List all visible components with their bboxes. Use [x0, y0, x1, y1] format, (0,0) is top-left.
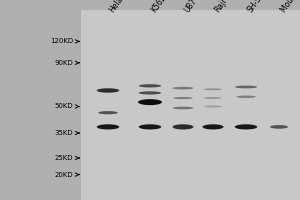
Ellipse shape	[98, 111, 118, 114]
Ellipse shape	[204, 105, 222, 107]
Text: 90KD: 90KD	[55, 60, 74, 66]
Text: Raji: Raji	[213, 0, 229, 14]
Text: Hela: Hela	[108, 0, 125, 14]
Ellipse shape	[139, 124, 161, 129]
Ellipse shape	[139, 84, 161, 87]
Ellipse shape	[97, 88, 119, 93]
Text: 50KD: 50KD	[55, 103, 74, 109]
Ellipse shape	[270, 125, 288, 129]
Ellipse shape	[235, 86, 257, 88]
Text: SH-SY5Y: SH-SY5Y	[246, 0, 272, 14]
Ellipse shape	[138, 99, 162, 105]
Text: 35KD: 35KD	[55, 130, 74, 136]
Ellipse shape	[97, 124, 119, 129]
Text: 120KD: 120KD	[50, 38, 74, 44]
Ellipse shape	[235, 124, 257, 129]
Ellipse shape	[173, 97, 193, 99]
Ellipse shape	[172, 87, 194, 89]
Text: Mouse liver: Mouse liver	[279, 0, 300, 14]
Ellipse shape	[204, 97, 222, 99]
Ellipse shape	[172, 107, 194, 109]
Bar	[81, 10, 300, 200]
Text: K562: K562	[150, 0, 169, 14]
Ellipse shape	[202, 124, 224, 129]
Text: U87: U87	[183, 0, 199, 14]
Ellipse shape	[139, 91, 161, 95]
Text: 25KD: 25KD	[55, 155, 74, 161]
Ellipse shape	[236, 96, 256, 98]
Ellipse shape	[172, 124, 194, 129]
Text: 20KD: 20KD	[55, 172, 74, 178]
Ellipse shape	[204, 88, 222, 90]
